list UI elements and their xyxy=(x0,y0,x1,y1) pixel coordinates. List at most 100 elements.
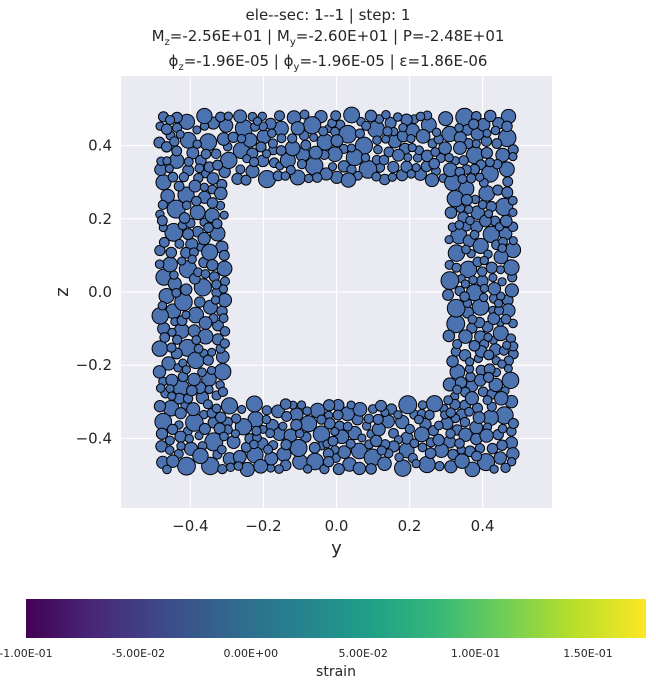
fiber-point xyxy=(240,174,252,186)
fiber-point xyxy=(164,435,175,446)
fiber-point xyxy=(459,416,471,428)
fiber-point xyxy=(454,220,465,230)
fiber-point xyxy=(200,148,212,160)
fiber-point xyxy=(199,182,209,192)
fiber-point xyxy=(311,172,323,183)
fiber-point xyxy=(213,422,226,435)
fiber-point xyxy=(466,173,477,184)
fiber-point xyxy=(352,401,368,417)
fiber-point xyxy=(497,243,508,253)
chart-title-line2: Mz=-2.56E+01 | My=-2.60E+01 | P=-2.48E+0… xyxy=(151,27,505,48)
fiber-point xyxy=(485,157,495,168)
fiber-point xyxy=(424,409,435,421)
fiber-point xyxy=(501,120,513,133)
fiber-point xyxy=(219,338,230,349)
fiber-point xyxy=(177,456,196,476)
fiber-point xyxy=(330,110,342,122)
fiber-point xyxy=(280,171,291,181)
fiber-point xyxy=(267,138,278,149)
fiber-point xyxy=(151,307,169,325)
fiber-point xyxy=(346,400,356,410)
fiber-point xyxy=(499,214,513,228)
fiber-point xyxy=(203,222,214,234)
fiber-point xyxy=(262,149,272,159)
fiber-point xyxy=(415,111,426,122)
fiber-point xyxy=(434,420,444,431)
chart-title-line3: ϕz=-1.96E-05 | ϕy=-1.96E-05 | ε=1.86E-06 xyxy=(168,52,488,73)
fiber-point xyxy=(322,399,336,412)
fiber-point xyxy=(382,126,393,137)
fiber-point xyxy=(164,114,176,126)
fiber-point xyxy=(165,373,179,387)
fiber-point xyxy=(276,133,287,144)
fiber-point xyxy=(213,362,232,381)
fiber-point xyxy=(454,123,464,133)
fiber-point xyxy=(357,433,367,443)
colorbar-tick-label: 1.50E-01 xyxy=(563,647,613,660)
fiber-point xyxy=(487,281,502,296)
fiber-point xyxy=(178,171,189,183)
fiber-point xyxy=(404,423,415,435)
fiber-point xyxy=(445,407,456,418)
fiber-point xyxy=(417,400,428,410)
fiber-point xyxy=(483,371,495,383)
fiber-point xyxy=(424,173,440,188)
fiber-point xyxy=(468,339,481,352)
fiber-point xyxy=(153,400,167,413)
x-axis-label: y xyxy=(331,538,342,559)
fiber-point xyxy=(261,414,272,425)
colorbar-tick-label: -5.00E-02 xyxy=(111,647,166,660)
fiber-point xyxy=(281,411,293,422)
fiber-point xyxy=(219,431,229,442)
fiber-point xyxy=(330,134,344,148)
fiber-point xyxy=(231,413,242,424)
fiber-point xyxy=(155,427,169,440)
fiber-point xyxy=(506,457,517,467)
y-axis-label: z xyxy=(52,287,73,296)
fiber-point xyxy=(194,431,204,441)
fiber-point xyxy=(387,160,400,174)
fiber-point xyxy=(161,356,176,371)
fiber-point xyxy=(187,254,197,264)
fiber-point xyxy=(394,459,412,477)
fiber-point xyxy=(308,145,323,160)
fiber-point xyxy=(263,444,274,455)
fiber-point xyxy=(234,418,253,436)
fiber-point xyxy=(364,109,378,123)
fiber-point xyxy=(235,164,246,175)
fiber-point xyxy=(227,131,239,144)
fiber-point xyxy=(378,154,390,166)
fiber-point xyxy=(480,146,493,160)
fiber-point xyxy=(452,384,463,395)
fiber-point xyxy=(468,275,478,285)
fiber-point xyxy=(322,456,335,468)
fiber-point xyxy=(454,453,470,469)
x-tick-label: −0.2 xyxy=(245,517,281,535)
fiber-point xyxy=(175,129,185,139)
fiber-point xyxy=(225,462,236,473)
fiber-point xyxy=(166,423,179,435)
fiber-point xyxy=(415,129,431,144)
fiber-point xyxy=(251,425,262,436)
fiber-point xyxy=(204,384,214,395)
fiber-point xyxy=(459,291,470,302)
fiber-point xyxy=(471,139,481,149)
fiber-point xyxy=(377,456,392,471)
fiber-point xyxy=(398,395,418,415)
fiber-point xyxy=(214,186,228,201)
fiber-point xyxy=(387,172,397,182)
fiber-point xyxy=(483,349,495,361)
fiber-point xyxy=(373,144,383,155)
fiber-point xyxy=(157,300,168,311)
fiber-point xyxy=(392,148,405,162)
fiber-point xyxy=(176,441,186,451)
fiber-point xyxy=(223,111,234,121)
fiber-point xyxy=(507,195,518,206)
fiber-point xyxy=(178,212,191,224)
fiber-point xyxy=(503,363,513,374)
fiber-point xyxy=(438,111,454,127)
fiber-point xyxy=(309,132,319,143)
fiber-point xyxy=(181,200,192,211)
colorbar-tick-label: 1.00E-01 xyxy=(450,647,501,660)
fiber-point xyxy=(211,279,222,290)
